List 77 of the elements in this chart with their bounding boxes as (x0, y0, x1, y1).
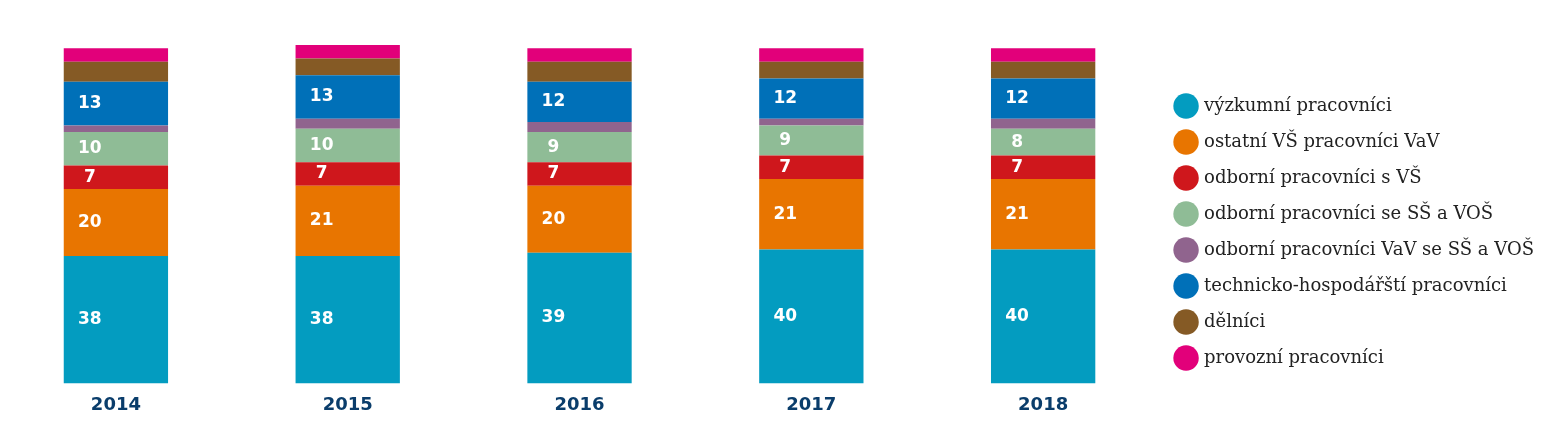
bar (295, 128, 400, 163)
bar (527, 162, 632, 186)
bar (759, 249, 864, 384)
data-label: 21 (1005, 202, 1029, 223)
data-label: 9 (779, 128, 792, 149)
bar (63, 189, 169, 257)
data-label: 40 (1005, 304, 1030, 325)
bar (527, 252, 632, 384)
legend-label: odborní pracovníci s VŠ (1204, 164, 1422, 187)
legend-label: výzkumní pracovníci (1203, 93, 1392, 115)
data-label: 12 (773, 87, 798, 108)
bar (63, 132, 169, 166)
x-tick-label: 2015 (322, 392, 373, 414)
bar (990, 179, 1096, 250)
bar (527, 132, 632, 163)
bar (527, 122, 632, 133)
bar (759, 179, 864, 250)
bar (295, 75, 400, 119)
legend-label: dělníci (1204, 309, 1266, 331)
legend-label: technicko-hospodářští pracovníci (1204, 273, 1508, 295)
legend-label: odborní pracovníci VaV se SŠ a VOŠ (1204, 236, 1534, 259)
bar (295, 118, 400, 129)
data-label: 20 (541, 207, 566, 228)
bar (63, 165, 169, 190)
data-label: 7 (1011, 155, 1023, 176)
x-tick-label: 2017 (786, 392, 837, 414)
data-label: 9 (547, 135, 560, 156)
data-label: 7 (547, 162, 560, 183)
bar (990, 61, 1096, 79)
bar (759, 48, 864, 62)
bar (295, 256, 400, 384)
bar (759, 125, 864, 156)
bar (295, 45, 400, 59)
bar (527, 61, 632, 82)
bar (990, 128, 1096, 156)
data-label: 38 (309, 308, 334, 329)
bar (527, 185, 632, 253)
x-tick-label: 2016 (554, 392, 605, 414)
bar (295, 162, 400, 186)
data-label: 7 (83, 165, 96, 186)
data-label: 21 (773, 202, 798, 223)
bar (63, 48, 169, 62)
data-label: 7 (779, 155, 792, 176)
data-label: 8 (1011, 130, 1023, 151)
data-label: 7 (315, 162, 328, 183)
data-label: 21 (309, 209, 334, 230)
bar (527, 81, 632, 123)
data-label: 13 (309, 85, 334, 106)
data-label: 10 (309, 133, 334, 154)
bar (759, 155, 864, 180)
bar (295, 58, 400, 76)
bar (759, 78, 864, 119)
data-label: 40 (773, 304, 798, 325)
bar (63, 256, 169, 384)
data-label: 10 (77, 137, 102, 158)
bar (759, 61, 864, 79)
bar (990, 155, 1096, 180)
data-label: 13 (77, 92, 102, 113)
data-label: 38 (77, 308, 102, 329)
legend-label: provozní pracovníci (1204, 345, 1384, 367)
x-tick-label: 2018 (1018, 392, 1069, 414)
bar (295, 185, 400, 257)
data-label: 12 (541, 90, 566, 111)
bar (63, 125, 169, 133)
legend-label: odborní pracovníci se SŠ a VOŠ (1204, 200, 1494, 223)
bar (990, 249, 1096, 384)
bar (527, 48, 632, 62)
bar (990, 48, 1096, 62)
bar (63, 61, 169, 82)
data-label: 39 (541, 306, 566, 327)
x-tick-label: 2014 (90, 392, 141, 414)
data-label: 20 (77, 211, 102, 231)
bar (990, 118, 1096, 129)
data-label: 12 (1005, 87, 1029, 108)
legend-label: ostatní VŠ pracovníci VaV (1204, 128, 1441, 151)
bar (990, 78, 1096, 119)
bar (63, 81, 169, 126)
